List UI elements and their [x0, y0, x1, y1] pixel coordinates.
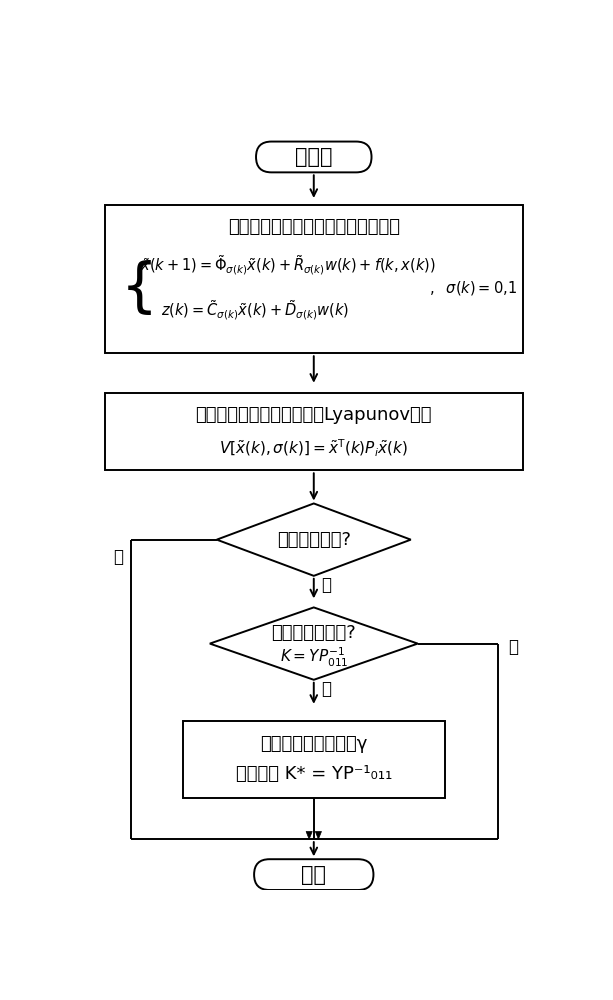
Polygon shape: [306, 831, 312, 839]
Text: $K=YP_{011}^{-1}$: $K=YP_{011}^{-1}$: [280, 646, 348, 669]
Text: 优化最小扰动抑制率γ: 优化最小扰动抑制率γ: [260, 735, 367, 753]
Polygon shape: [210, 607, 417, 680]
Polygon shape: [217, 503, 411, 576]
Text: 退出: 退出: [301, 865, 326, 885]
Text: 建立构造包含有丢包信息的Lyapunov函数: 建立构造包含有丢包信息的Lyapunov函数: [196, 406, 432, 424]
Text: $\{$: $\{$: [120, 258, 152, 317]
Bar: [105, 393, 523, 470]
Text: $\tilde{x}(k+1)=\tilde{\Phi}_{\sigma(k)}\tilde{x}(k)+\tilde{R}_{\sigma(k)}w(k)+f: $\tilde{x}(k+1)=\tilde{\Phi}_{\sigma(k)}…: [140, 254, 436, 277]
Text: 是: 是: [321, 680, 332, 698]
Text: 求出优化 K* = YP⁻¹₀₁₁: 求出优化 K* = YP⁻¹₀₁₁: [235, 766, 392, 784]
Text: 是: 是: [321, 576, 332, 594]
Bar: [105, 205, 523, 353]
Text: $V[\tilde{x}(k),\sigma(k)]=\tilde{x}^{\mathrm{T}}(k)P_i\tilde{x}(k)$: $V[\tilde{x}(k),\sigma(k)]=\tilde{x}^{\m…: [219, 438, 408, 459]
Text: 初始化: 初始化: [295, 147, 332, 167]
Bar: [183, 721, 444, 798]
Text: 是否随机稳定?: 是否随机稳定?: [277, 531, 351, 549]
FancyBboxPatch shape: [254, 859, 373, 890]
FancyBboxPatch shape: [256, 142, 371, 172]
Text: 是否存在控制器?: 是否存在控制器?: [272, 624, 356, 642]
Text: $z(k)=\tilde{C}_{\sigma(k)}\tilde{x}(k)+\tilde{D}_{\sigma(k)}w(k)$: $z(k)=\tilde{C}_{\sigma(k)}\tilde{x}(k)+…: [161, 298, 349, 322]
Text: 否: 否: [509, 638, 519, 656]
Text: 否: 否: [113, 548, 123, 566]
Polygon shape: [315, 831, 321, 839]
Text: $,\ \ \sigma(k)=0{,}1$: $,\ \ \sigma(k)=0{,}1$: [428, 279, 517, 297]
Text: 建立闭环非线性网络化控制系统模型: 建立闭环非线性网络化控制系统模型: [228, 218, 400, 236]
